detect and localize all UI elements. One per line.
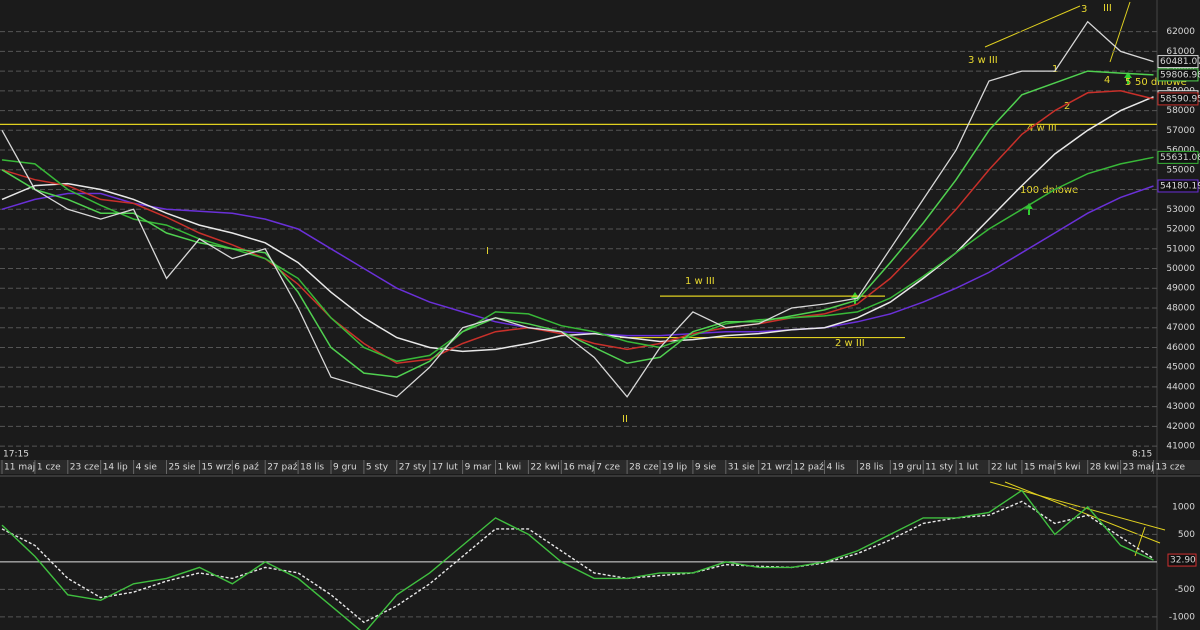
y-tick-label: 50000 [1166,264,1195,274]
x-tick-label: 22 kwi [530,463,559,473]
price-line [1,20,1154,398]
x-tick-label: 9 mar [465,463,492,473]
x-tick-label: 4 lis [827,463,846,473]
price-line [1,156,1154,363]
value-box [1157,179,1199,193]
x-tick-label: 25 sie [169,463,197,473]
y-tick-label: 46000 [1166,343,1195,353]
x-tick-label: 28 cze [629,463,659,473]
time-label: 8:15 [1132,450,1152,460]
oscillator-line [1,500,1154,624]
x-tick-label: 1 cze [37,463,61,473]
x-tick-label: 16 maj [563,463,594,473]
y-tick-label: 45000 [1166,363,1195,373]
price-line [1,90,1154,364]
y-tick-label: -1000 [1169,612,1195,622]
annotation: 4 w III [1027,123,1057,134]
y-tick-label: 52000 [1166,225,1195,235]
y-tick-label: 51000 [1166,244,1195,254]
x-tick-label: 12 paź [794,463,825,473]
x-tick-label: 11 maj [4,463,35,473]
value-box [1157,92,1199,106]
y-tick-label: 1000 [1172,502,1195,512]
value-box [1167,553,1197,567]
time-label: 17:15 [3,450,29,460]
y-tick-label: 41000 [1166,442,1195,452]
x-tick-label: 9 sie [695,463,717,473]
y-tick-label: 62000 [1166,27,1195,37]
x-tick-label: 18 lis [300,463,324,473]
value-box-label: 58590.95 [1160,94,1200,104]
x-tick-label: 17 lut [432,463,459,473]
x-tick-label: 28 kwi [1090,463,1119,473]
x-tick-label: 22 lut [991,463,1018,473]
price-line [1,96,1154,353]
price-line [1,185,1154,337]
annotation: 2 [1064,101,1070,112]
value-box [1157,55,1199,69]
x-tick-label: 6 paź [234,463,259,473]
y-tick-label: 500 [1178,530,1195,540]
x-tick-label: 5 kwi [1057,463,1081,473]
x-tick-label: 1 kwi [498,463,522,473]
y-tick-label: 61000 [1166,47,1195,57]
annotation: 3 w III [968,55,998,66]
x-tick-label: 9 gru [333,463,357,473]
x-tick-label: 19 gru [892,463,921,473]
annotation: 3 [1081,4,1087,15]
y-tick-label: 56000 [1166,146,1195,156]
x-tick-label: 7 cze [596,463,620,473]
x-tick-label: 15 mar [1024,463,1057,473]
y-tick-label: 49000 [1166,284,1195,294]
x-tick-label: 19 lip [662,463,687,473]
value-box-label: 59806.98 [1160,70,1200,80]
annotation: I [486,246,489,257]
x-tick-label: 15 wrz [201,463,231,473]
x-tick-label: 31 sie [728,463,756,473]
x-tick-label: 1 lut [958,463,979,473]
x-tick-label: 27 paź [267,463,298,473]
y-tick-label: 44000 [1166,382,1195,392]
y-tick-label: 55000 [1166,165,1195,175]
y-tick-label: 53000 [1166,205,1195,215]
y-tick-label: -500 [1175,585,1196,595]
annotation: 5 [1125,77,1131,88]
x-tick-label: 27 sty [399,463,428,473]
annotation: 2 w III [835,338,865,349]
x-tick-label: 23 maj [1123,463,1154,473]
y-tick-label: 57000 [1166,126,1195,136]
annotation: III [1103,3,1112,14]
annotation: 1 w III [685,276,715,287]
x-axis-band [0,460,1200,474]
annotation: 4 [1104,75,1110,86]
x-tick-label: 11 sty [925,463,954,473]
x-tick-label: 21 wrz [761,463,791,473]
y-tick-label: 58000 [1166,106,1195,116]
x-tick-label: 28 lis [859,463,883,473]
x-tick-label: 4 sie [136,463,158,473]
value-box-label: 54180.19 [1160,181,1200,191]
annotation: 50 dniowe [1135,77,1187,88]
y-tick-label: 48000 [1166,303,1195,313]
price-line [1,70,1154,378]
x-tick-label: 13 cze [1156,463,1186,473]
y-tick-label: 42000 [1166,422,1195,432]
value-box-label: 32.90 [1170,556,1196,566]
value-box [1157,68,1199,82]
x-tick-label: 5 sty [366,463,389,473]
value-box-label: 60481.07 [1160,57,1200,67]
value-box [1157,150,1199,164]
x-tick-label: 14 lip [103,463,128,473]
y-tick-label: 47000 [1166,323,1195,333]
y-tick-label: 43000 [1166,402,1195,412]
x-tick-label: 23 cze [70,463,100,473]
oscillator-line [1,489,1154,630]
value-box-label: 55631.08 [1160,153,1200,163]
annotation: 100 dniowe [1020,185,1078,196]
annotation: II [622,414,628,425]
